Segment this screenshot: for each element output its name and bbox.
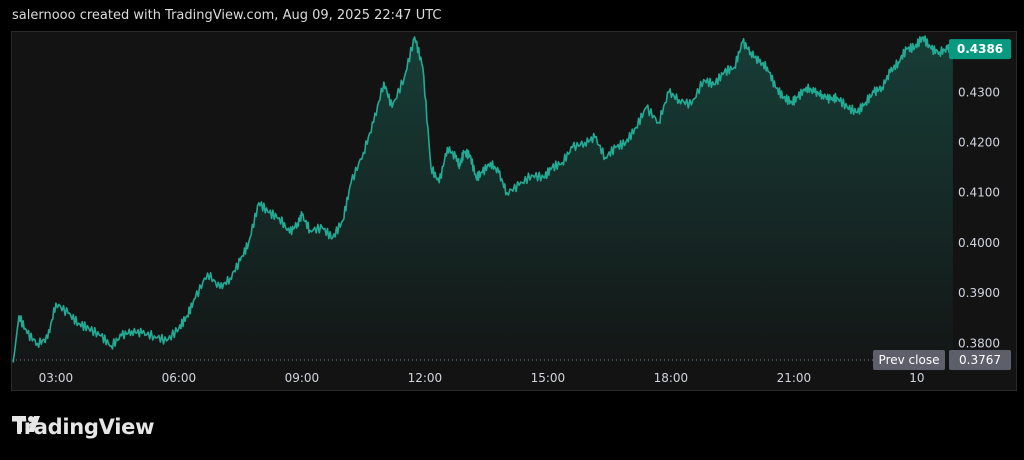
y-axis: 0.3800 0.3900 0.4000 0.4100 0.4200 0.4300 [958,85,1000,350]
area-fill [13,36,953,363]
last-price-label: 0.4386 [957,42,1003,56]
tradingview-logo-icon [12,416,40,432]
x-tick-label: 21:00 [777,371,812,385]
x-tick-label: 15:00 [531,371,566,385]
chart-canvas[interactable]: 0.3800 0.3900 0.4000 0.4100 0.4200 0.4300 03:… [12,32,1016,390]
y-tick-label: 0.4200 [958,136,1000,150]
price-badges: 0.4386 Prev close 0.3767 [873,39,1011,370]
y-tick-label: 0.3800 [958,336,1000,350]
prev-close-tag [873,349,945,370]
x-tick-label: 18:00 [654,371,689,385]
y-tick-label: 0.3900 [958,286,1000,300]
x-tick-label: 10 [909,371,924,385]
series-line-path [12,35,954,363]
area-path [13,36,953,363]
last-price-badge [949,39,1011,60]
x-tick-label: 06:00 [162,371,197,385]
price-chart[interactable]: 0.3800 0.3900 0.4000 0.4100 0.4200 0.4300 03:… [11,31,1017,391]
x-axis: 03:00 06:00 09:00 12:00 15:00 18:00 21:00 10 [39,371,925,385]
x-tick-label: 03:00 [39,371,74,385]
prev-close-value-badge [949,349,1011,370]
x-tick-label: 09:00 [285,371,320,385]
x-tick-label: 12:00 [408,371,443,385]
y-tick-label: 0.4000 [958,236,1000,250]
prev-close-label: Prev close [879,353,940,367]
chart-attribution: salernooo created with TradingView.com, … [12,8,442,23]
y-tick-label: 0.4100 [958,186,1000,200]
series-line [12,35,954,363]
footer-brand: TradingView [12,412,154,442]
y-tick-label: 0.4300 [958,85,1000,99]
prev-close-value-label: 0.3767 [959,353,1001,367]
